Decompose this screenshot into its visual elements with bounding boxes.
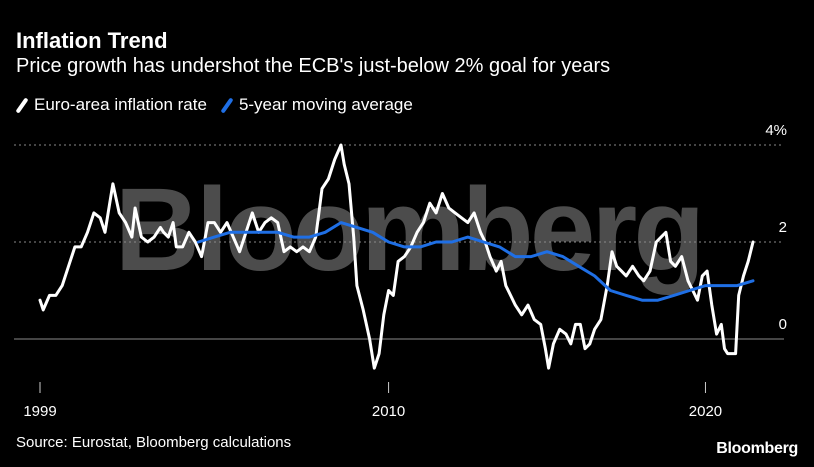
bloomberg-watermark: Bloomberg — [115, 164, 702, 296]
x-tick-label-1: 2010 — [372, 403, 405, 420]
legend-label-inflation: Euro-area inflation rate — [34, 95, 207, 114]
y-tick-label-0: 4% — [765, 122, 787, 139]
source-note: Source: Eurostat, Bloomberg calculations — [16, 434, 292, 451]
y-tick-label-1: 2 — [779, 219, 787, 236]
chart-legend: Euro-area inflation rate 5-year moving a… — [15, 94, 427, 116]
x-tick-label-0: 1999 — [23, 403, 56, 420]
y-tick-label-2: 0 — [779, 316, 787, 333]
legend-item-inflation: Euro-area inflation rate — [15, 95, 207, 115]
legend-item-moving-average: 5-year moving average — [220, 95, 413, 115]
chart-subtitle: Price growth has undershot the ECB's jus… — [16, 55, 611, 77]
legend-label-moving-average: 5-year moving average — [238, 95, 413, 114]
series-line-moving-average — [196, 221, 755, 302]
x-tick-label-2: 2020 — [689, 403, 722, 420]
chart-title: Inflation Trend — [16, 28, 168, 53]
bloomberg-logo: Bloomberg — [716, 440, 798, 457]
